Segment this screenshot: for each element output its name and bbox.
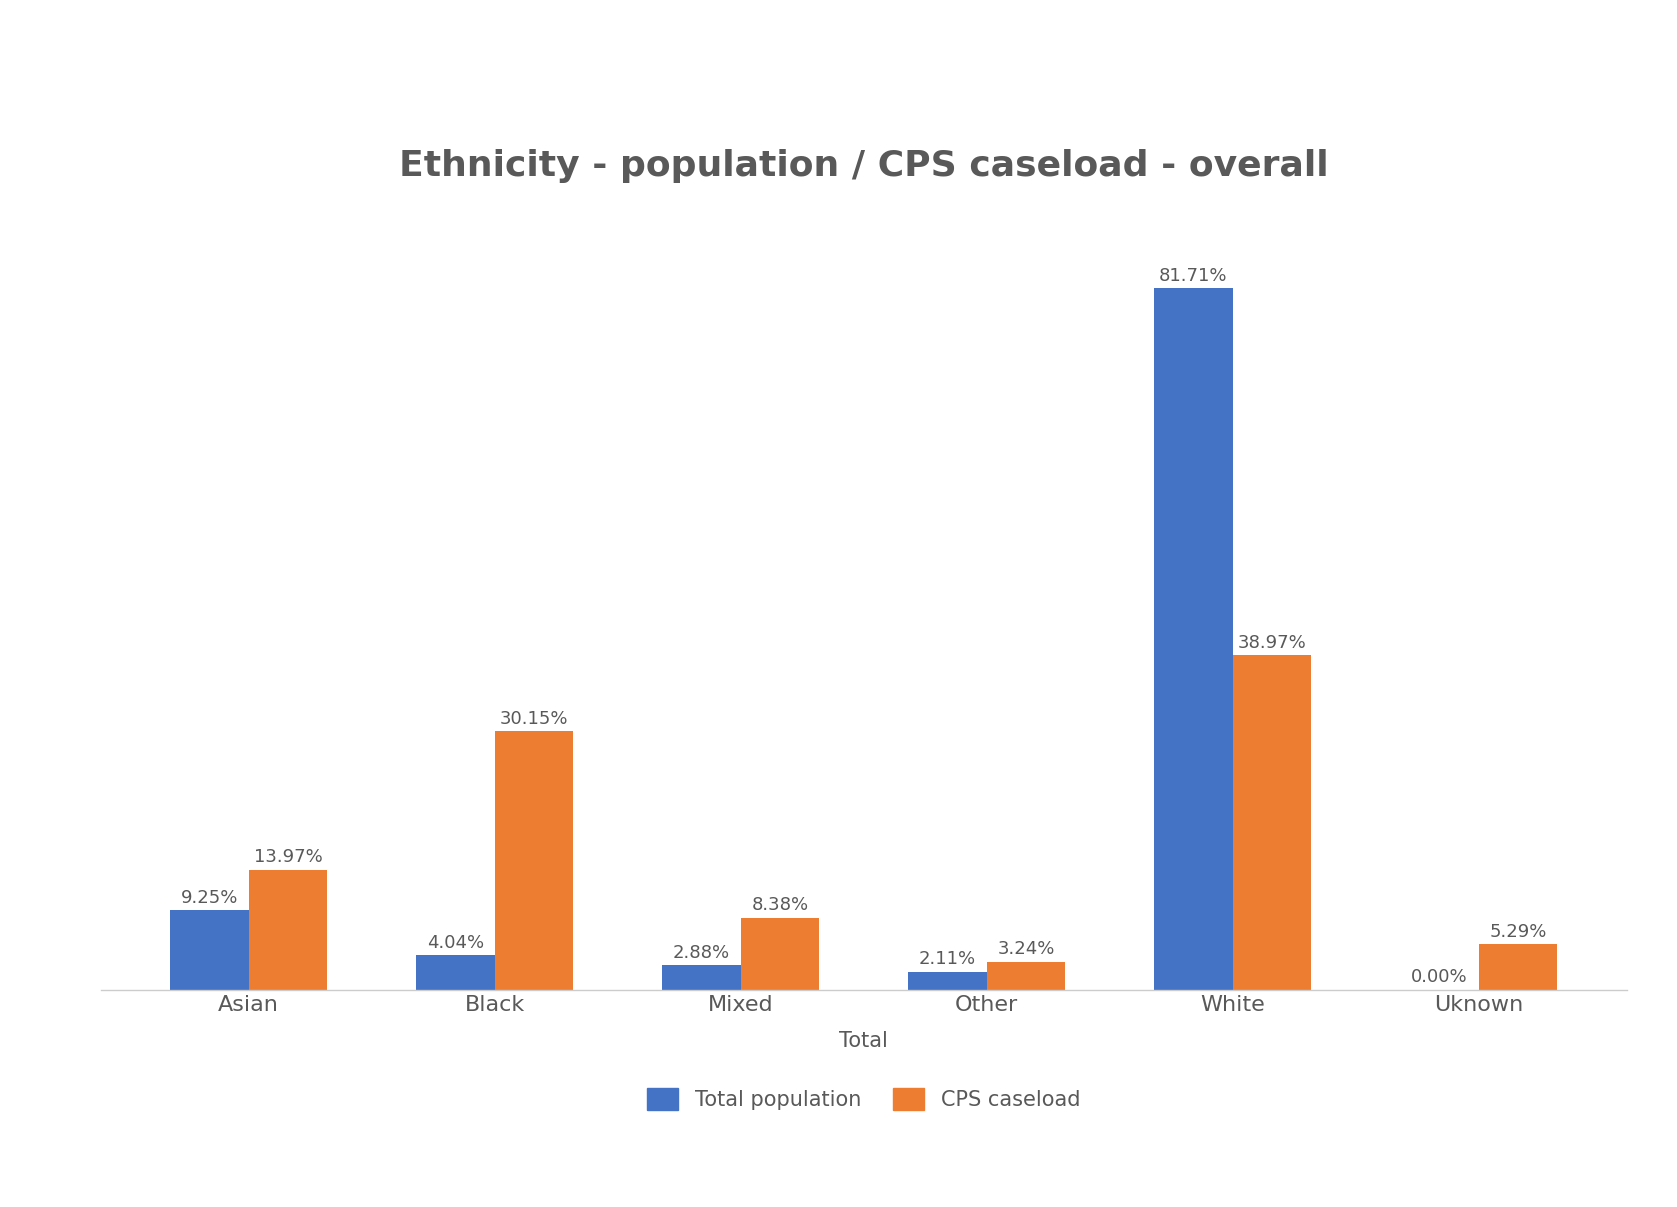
- Legend: Total population, CPS caseload: Total population, CPS caseload: [639, 1080, 1088, 1119]
- Text: 8.38%: 8.38%: [751, 897, 808, 915]
- X-axis label: Total: Total: [838, 1031, 889, 1051]
- Bar: [662, 966, 741, 990]
- Text: 38.97%: 38.97%: [1238, 634, 1306, 652]
- Text: 9.25%: 9.25%: [181, 888, 238, 906]
- Bar: [169, 910, 248, 990]
- Text: 4.04%: 4.04%: [426, 934, 485, 951]
- Bar: [1479, 944, 1558, 990]
- Bar: [986, 962, 1065, 990]
- Text: 0.00%: 0.00%: [1410, 968, 1467, 986]
- Bar: [416, 955, 495, 990]
- Bar: [495, 731, 574, 990]
- Text: 13.97%: 13.97%: [253, 849, 322, 867]
- Text: 30.15%: 30.15%: [500, 710, 569, 728]
- Bar: [907, 972, 986, 990]
- Text: 2.11%: 2.11%: [919, 950, 976, 968]
- Text: 2.88%: 2.88%: [672, 944, 729, 962]
- Bar: [1233, 655, 1311, 990]
- Text: 3.24%: 3.24%: [998, 940, 1055, 958]
- Text: 5.29%: 5.29%: [1489, 923, 1546, 941]
- Bar: [1154, 288, 1233, 990]
- Bar: [248, 870, 327, 990]
- Title: Ethnicity - population / CPS caseload - overall: Ethnicity - population / CPS caseload - …: [399, 148, 1328, 182]
- Text: 81.71%: 81.71%: [1159, 267, 1228, 285]
- Bar: [741, 917, 820, 990]
